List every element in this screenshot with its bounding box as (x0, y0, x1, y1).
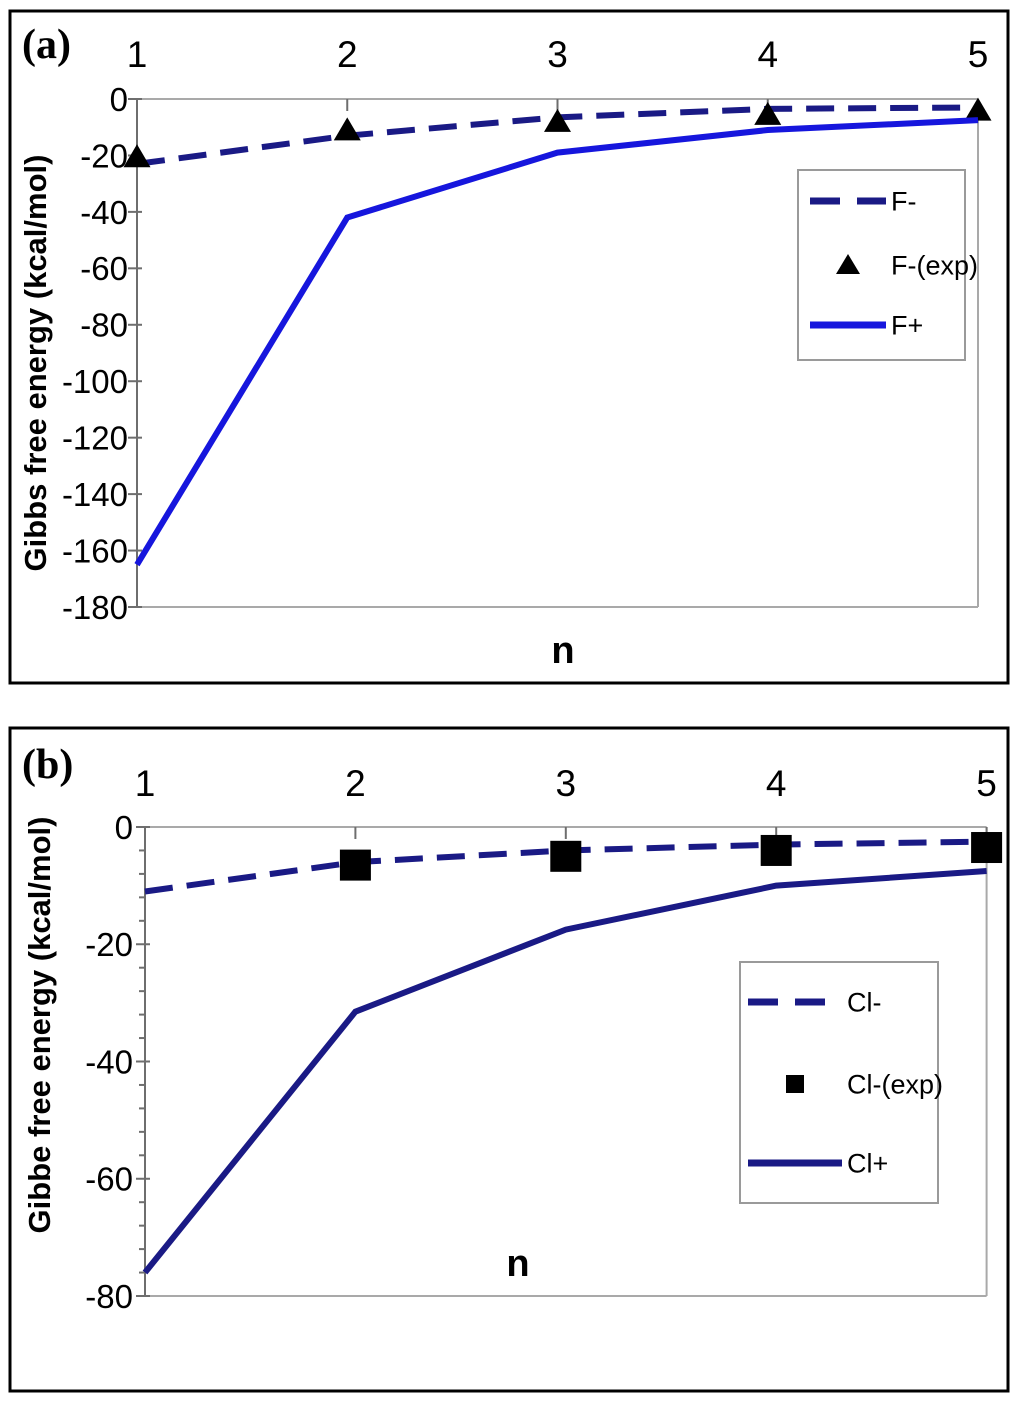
legend-square-swatch (786, 1075, 804, 1093)
legend-triangle-swatch (836, 254, 860, 274)
legend-label: F-(exp) (891, 251, 978, 281)
y-tick-label: -60 (80, 250, 128, 287)
y-tick-label: -20 (80, 137, 128, 174)
data-point-triangle-F-(exp) (544, 108, 571, 132)
data-point-triangle-F-(exp) (123, 144, 151, 168)
y-tick-label: -60 (85, 1161, 133, 1198)
x-tick-label: 5 (976, 763, 997, 804)
legend-label: Cl+ (847, 1149, 888, 1179)
x-tick-label: 1 (135, 763, 156, 804)
y-tick-label: -120 (62, 420, 128, 457)
x-tick-label: 2 (337, 34, 358, 75)
y-tick-label: -40 (85, 1043, 133, 1080)
x-tick-label: 5 (968, 34, 989, 75)
series-line-Cl+ (142, 867, 987, 1275)
y-axis-title: Gibbs free energy (kcal/mol) (18, 155, 53, 572)
data-point-square-Cl-(exp) (339, 849, 371, 881)
y-tick-label: -100 (62, 363, 128, 400)
series-line-F+ (134, 117, 979, 567)
x-tick-label: 1 (127, 34, 148, 75)
data-point-square-Cl-(exp) (760, 834, 792, 866)
y-tick-label: -80 (85, 1278, 133, 1315)
legend-label: F+ (891, 311, 923, 341)
legend-label: F- (891, 187, 916, 217)
y-tick-label: -80 (80, 307, 128, 344)
legend-label: Cl-(exp) (847, 1070, 943, 1100)
x-tick-label: 4 (766, 763, 787, 804)
data-point-triangle-F-(exp) (754, 101, 782, 125)
x-axis-title: n (506, 1243, 529, 1285)
x-tick-label: 3 (547, 34, 568, 75)
y-tick-label: 0 (115, 809, 133, 846)
y-tick-label: -160 (62, 532, 128, 569)
y-tick-label: 0 (110, 81, 128, 118)
x-tick-label: 2 (345, 763, 366, 804)
y-tick-label: -180 (62, 589, 128, 626)
panel-corner-label: (b) (22, 742, 73, 788)
x-axis-title: n (551, 630, 574, 672)
panel-corner-label: (a) (22, 22, 71, 68)
legend-label: Cl- (847, 988, 882, 1018)
panel-border-b (8, 726, 1010, 1393)
data-point-triangle-F-(exp) (333, 117, 361, 141)
x-tick-label: 3 (556, 763, 577, 804)
data-point-square-Cl-(exp) (971, 832, 1003, 864)
y-tick-label: -40 (80, 194, 128, 231)
data-point-square-Cl-(exp) (550, 840, 582, 872)
y-axis-title: Gibbe free energy (kcal/mol) (22, 817, 57, 1234)
y-tick-label: -20 (85, 926, 133, 963)
y-tick-label: -140 (62, 476, 128, 513)
panel-border-a (8, 9, 1010, 685)
x-tick-label: 4 (757, 34, 778, 75)
data-point-triangle-F-(exp) (964, 97, 992, 121)
